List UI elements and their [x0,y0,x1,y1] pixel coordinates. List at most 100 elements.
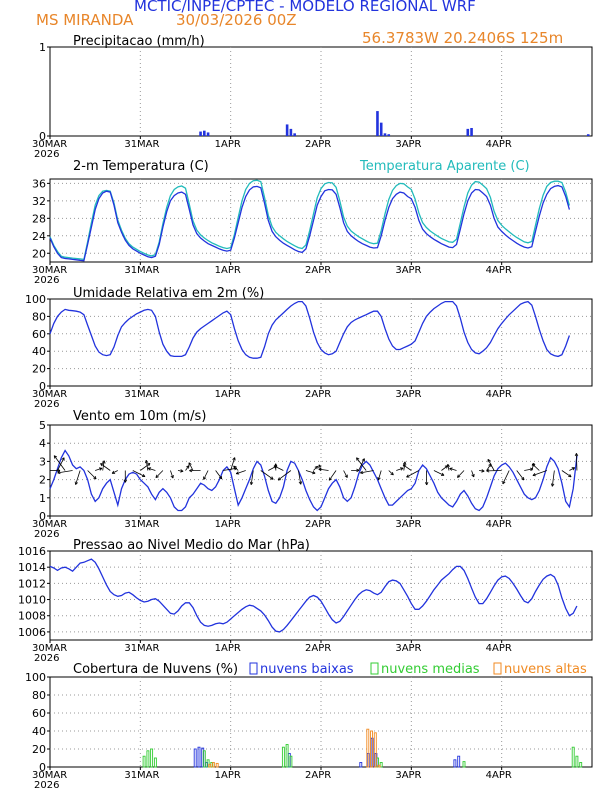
wind-arrow [215,470,223,480]
y-tick-label: 5 [39,419,46,432]
wind-arrow-head [574,453,577,457]
x-tick-label: 4APR [486,139,512,150]
wind-arrow [203,470,209,480]
cloud-bar-0 [197,746,201,768]
x-tick-label: 2APR [305,389,331,400]
cloud-bar-2 [366,728,370,768]
panel-1 [47,46,593,139]
y-tick-label: 80 [32,310,46,323]
wind-arrow [457,470,465,478]
wind-arrow [250,470,254,485]
wind-arrow [551,470,555,487]
panel-6 [47,676,593,770]
wind-arrow [57,470,73,474]
wind-speed-line [49,449,578,512]
cloud-bar-1 [379,762,383,768]
cloud-bar-1 [575,755,579,768]
wind-arrow-head [93,477,97,480]
x-tick-label: 31MAR [124,770,159,781]
panel-title: Vento em 10m (m/s) [73,409,206,424]
wind-arrow [147,467,156,471]
y-tick-label: 0 [39,510,46,523]
wind-arrow [53,455,66,471]
y-tick-label: 40 [32,725,46,738]
y-tick-label: 1010 [18,594,46,607]
wind-arrow-head [98,467,103,469]
panel-title: Precipitacao (mm/h) [73,34,205,49]
wind-arrow-head [233,465,237,468]
y-tick-label: 1014 [18,561,46,574]
wind-arrow-head [404,461,407,465]
wind-arrow [356,457,367,471]
wind-arrow [532,470,547,476]
cloud-bar-1 [579,762,583,768]
cloud-bar-2 [377,764,381,768]
y-tick-label: 40 [32,345,46,358]
wind-arrow-head [318,464,322,468]
wind-arrow-head [123,479,126,483]
wind-arrow-head [57,470,61,473]
cloud-bar-2 [208,763,212,768]
y-tick-label: 100 [25,293,46,306]
wind-arrow [273,465,284,471]
wind-arrow-head [424,482,428,486]
x-tick-label: 31MAR [124,389,159,400]
y-tick-label: 32 [32,195,46,208]
wind-arrow [260,470,274,480]
chart-title: MCTIC/INPE/CPTEC - MODELO REGIONAL WRF [134,0,476,15]
legend-apparent-temperature: Temperatura Aparente (C) [359,159,530,174]
x-tick-label: 2APR [305,265,331,276]
x-tick-label: 3APR [395,519,421,530]
precip-bar [470,127,473,136]
wind-arrow [471,470,475,478]
temperature-line [49,184,571,262]
wind-arrow [185,465,190,471]
wind-arrows [50,453,579,487]
wind-arrow [230,457,236,471]
wind-arrow [111,470,118,474]
cloud-bar-0 [453,759,457,768]
wind-arrow-head [486,470,490,473]
precip-bar [379,122,383,136]
wind-arrow-head [232,457,235,460]
y-tick-label: 1016 [18,545,46,558]
wind-arrow-head [356,457,360,460]
x-tick-label: 30MAR [32,389,67,400]
wind-arrow-head [298,481,302,485]
wind-arrow-head [103,460,106,464]
cloud-bar-2 [373,732,377,768]
wind-arrow-head [155,474,158,478]
panel-4 [47,424,593,519]
wind-arrow [486,463,492,471]
y-tick-label: 20 [32,247,46,260]
wind-arrow-head [218,477,222,480]
x-year-label: 2026 [34,399,59,410]
wind-arrow [343,470,348,478]
wind-arrow [561,470,572,478]
x-tick-label: 1APR [215,139,241,150]
wind-arrow-head [447,463,450,467]
cloud-bar-1 [153,757,157,768]
y-tick-label: 0 [39,130,46,143]
legend-nuvens-altas: nuvens altas [504,662,587,677]
wind-arrow-head [57,470,61,474]
wind-arrow [140,463,151,471]
x-tick-label: 4APR [486,643,512,654]
wind-arrow-head [318,467,322,470]
x-tick-label: 3APR [395,770,421,781]
wind-arrow-head [344,475,348,478]
cloud-bar-1 [206,759,210,768]
wind-arrow [487,459,495,471]
x-tick-label: 3APR [395,643,421,654]
y-tick-label: 24 [32,230,46,243]
wind-arrow [305,470,316,474]
wind-arrow-head [361,458,365,461]
y-tick-label: 0 [39,761,46,774]
x-tick-label: 3APR [395,139,421,150]
y-tick-label: 1012 [18,577,46,590]
cloud-bar-1 [571,746,575,768]
wind-arrow [236,470,246,475]
precip-bar [199,131,202,136]
wind-arrow-head [426,482,429,486]
